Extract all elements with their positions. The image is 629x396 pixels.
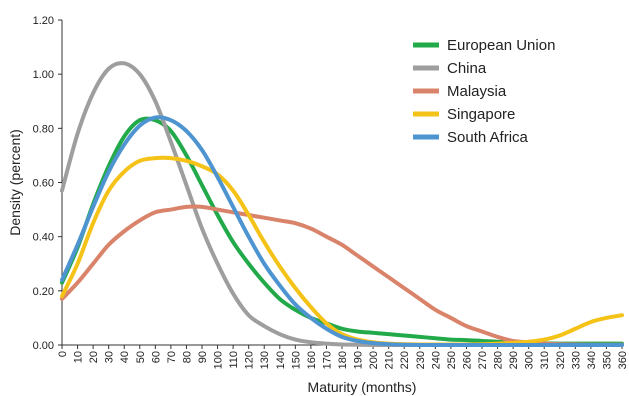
x-axis-ticks: 0 10 20 30 40 50 60 70 80 90 100 110 120 130 140 150 160…	[57, 345, 629, 369]
x-tick-label: 160	[306, 351, 318, 369]
x-tick-label: 310	[539, 351, 551, 369]
x-tick-label: 10	[73, 351, 85, 363]
x-tick-label: 340	[586, 351, 598, 369]
y-axis-title: Density (percent)	[7, 129, 23, 236]
x-tick-label: 200	[368, 351, 380, 369]
y-tick-label: 1.00	[33, 69, 54, 81]
legend-label: South Africa	[447, 129, 529, 146]
x-tick-label: 350	[601, 351, 613, 369]
x-tick-label: 270	[477, 351, 489, 369]
x-tick-label: 100	[213, 351, 225, 369]
x-tick-label: 120	[244, 351, 256, 369]
y-tick-label: 0.00	[33, 340, 54, 352]
x-tick-label: 90	[197, 351, 209, 363]
x-tick-label: 60	[150, 351, 162, 363]
x-tick-label: 70	[166, 351, 178, 363]
legend-label: China	[447, 60, 487, 77]
x-tick-label: 290	[508, 351, 520, 369]
x-tick-label: 260	[461, 351, 473, 369]
x-tick-label: 110	[228, 351, 240, 369]
x-tick-label: 130	[259, 351, 271, 369]
y-tick-label: 0.20	[33, 286, 54, 298]
x-tick-label: 220	[399, 351, 411, 369]
x-tick-label: 280	[493, 351, 505, 369]
x-tick-label: 80	[181, 351, 193, 363]
legend-label: Malaysia	[447, 83, 507, 100]
x-tick-label: 360	[617, 351, 629, 369]
x-tick-label: 140	[275, 351, 287, 369]
x-tick-label: 300	[524, 351, 536, 369]
series-line-south-africa	[60, 115, 624, 348]
x-tick-label: 190	[353, 351, 365, 369]
series-line-european-union	[60, 116, 624, 346]
y-tick-label: 0.80	[33, 123, 54, 135]
x-tick-label: 330	[570, 351, 582, 369]
y-tick-label: 1.20	[33, 15, 54, 27]
legend-label: Singapore	[447, 106, 515, 123]
series-line-singapore	[60, 155, 624, 347]
legend-label: European Union	[447, 37, 555, 54]
x-tick-label: 240	[430, 351, 442, 369]
x-tick-label: 150	[290, 351, 302, 369]
series-lines	[60, 61, 624, 348]
x-tick-label: 0	[57, 351, 69, 357]
y-tick-label: 0.40	[33, 232, 54, 244]
series-line-china	[60, 61, 624, 348]
x-tick-label: 50	[135, 351, 147, 363]
y-axis-ticks: 0.00 0.20 0.40 0.60 0.80 1.00 1.20	[33, 15, 62, 352]
x-tick-label: 170	[321, 351, 333, 369]
x-tick-label: 320	[555, 351, 567, 369]
chart-legend: European Union China Malaysia Singapore Sout…	[413, 37, 555, 146]
x-tick-label: 250	[446, 351, 458, 369]
x-tick-label: 30	[104, 351, 116, 363]
x-tick-label: 210	[384, 351, 396, 369]
x-axis-title: Maturity (months)	[308, 379, 417, 395]
x-tick-label: 40	[119, 351, 131, 363]
x-tick-label: 20	[88, 351, 100, 363]
x-tick-label: 230	[415, 351, 427, 369]
x-tick-label: 180	[337, 351, 349, 369]
y-tick-label: 0.60	[33, 178, 54, 190]
series-line-malaysia	[60, 204, 624, 347]
